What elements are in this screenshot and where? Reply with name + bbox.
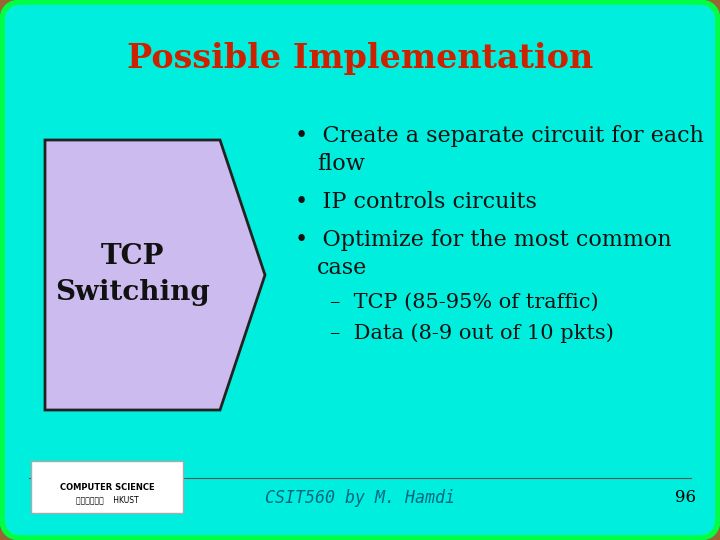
Text: •  Optimize for the most common: • Optimize for the most common [295,229,672,251]
Text: •  Create a separate circuit for each: • Create a separate circuit for each [295,125,704,147]
Text: 計算機科學系    HKUST: 計算機科學系 HKUST [76,496,138,504]
Text: case: case [317,257,367,279]
Text: Possible Implementation: Possible Implementation [127,42,593,75]
FancyBboxPatch shape [31,461,183,513]
Text: COMPUTER SCIENCE: COMPUTER SCIENCE [60,483,154,491]
Text: TCP: TCP [101,244,164,271]
Text: –  TCP (85-95% of traffic): – TCP (85-95% of traffic) [330,293,598,312]
Text: –  Data (8-9 out of 10 pkts): – Data (8-9 out of 10 pkts) [330,323,614,343]
Text: 96: 96 [675,489,696,507]
Polygon shape [45,140,265,410]
Text: CSIT560 by M. Hamdi: CSIT560 by M. Hamdi [265,489,455,507]
Text: Switching: Switching [55,280,210,307]
Text: •  IP controls circuits: • IP controls circuits [295,191,537,213]
Text: flow: flow [317,153,365,175]
